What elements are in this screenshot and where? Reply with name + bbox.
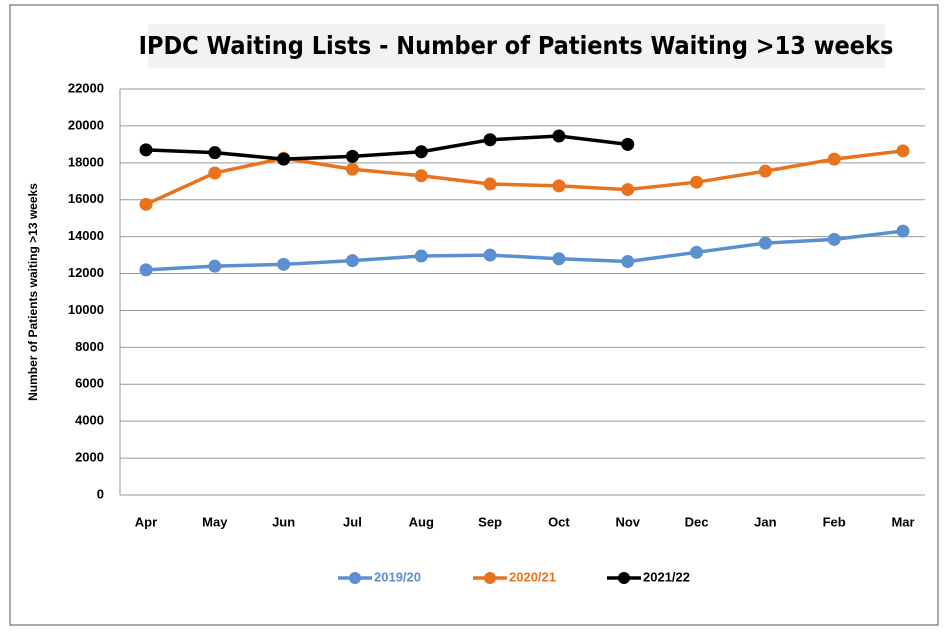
- data-point: [552, 179, 566, 193]
- y-tick-label: 22000: [68, 80, 104, 95]
- data-point: [827, 232, 841, 246]
- series-line: [145, 149, 904, 206]
- data-point: [208, 259, 222, 273]
- data-point: [483, 133, 497, 147]
- y-tick-label: 4000: [75, 413, 104, 428]
- data-point: [827, 152, 841, 166]
- legend-label: 2021/22: [643, 569, 690, 584]
- x-tick-label: Jul: [343, 514, 362, 529]
- data-point: [621, 255, 635, 269]
- x-tick-label: Jan: [754, 514, 776, 529]
- x-tick-label: Mar: [891, 514, 914, 529]
- legend-label: 2020/21: [509, 569, 556, 584]
- y-tick-label: 0: [97, 486, 104, 501]
- data-point: [414, 169, 428, 183]
- y-tick-label: 16000: [68, 191, 104, 206]
- data-point: [345, 254, 359, 268]
- data-point: [139, 143, 153, 157]
- data-point: [208, 146, 222, 160]
- data-point: [621, 183, 635, 197]
- title-box: [148, 24, 885, 68]
- data-point: [758, 236, 772, 250]
- x-tick-label: Oct: [548, 514, 570, 529]
- data-point: [277, 257, 291, 271]
- data-point: [208, 166, 222, 180]
- y-tick-label: 8000: [75, 339, 104, 354]
- x-tick-label: Jun: [272, 514, 295, 529]
- data-point: [690, 175, 704, 189]
- data-point: [552, 129, 566, 143]
- chart-title: IPDC Waiting Lists - Number of Patients …: [139, 31, 894, 60]
- x-tick-label: Nov: [615, 514, 640, 529]
- data-point: [552, 252, 566, 266]
- x-tick-label: Apr: [135, 514, 157, 529]
- x-tick-label: May: [202, 514, 228, 529]
- data-point: [758, 164, 772, 178]
- y-tick-label: 14000: [68, 228, 104, 243]
- y-tick-label: 18000: [68, 154, 104, 169]
- data-point: [414, 145, 428, 159]
- data-point: [896, 224, 910, 238]
- data-point: [277, 152, 291, 166]
- x-tick-label: Aug: [409, 514, 434, 529]
- legend-marker: [484, 572, 496, 584]
- data-point: [621, 137, 635, 151]
- data-point: [483, 177, 497, 191]
- data-point: [483, 248, 497, 262]
- y-tick-label: 10000: [68, 302, 104, 317]
- y-tick-label: 6000: [75, 376, 104, 391]
- data-point: [414, 249, 428, 263]
- chart-frame: [9, 4, 939, 626]
- y-tick-label: 20000: [68, 117, 104, 132]
- data-point: [139, 197, 153, 211]
- data-point: [345, 162, 359, 176]
- legend-marker: [618, 572, 630, 584]
- y-tick-label: 2000: [75, 450, 104, 465]
- data-point: [896, 144, 910, 158]
- y-tick-label: 12000: [68, 265, 104, 280]
- data-point: [345, 149, 359, 163]
- series-line: [145, 229, 904, 272]
- data-point: [139, 263, 153, 277]
- x-tick-label: Dec: [685, 514, 709, 529]
- y-axis-label: Number of Patients waiting >13 weeks: [26, 183, 40, 401]
- legend-marker: [349, 572, 361, 584]
- data-point: [690, 245, 704, 259]
- legend-label: 2019/20: [374, 569, 421, 584]
- x-tick-label: Feb: [823, 514, 846, 529]
- series-line: [145, 134, 628, 161]
- x-tick-label: Sep: [478, 514, 502, 529]
